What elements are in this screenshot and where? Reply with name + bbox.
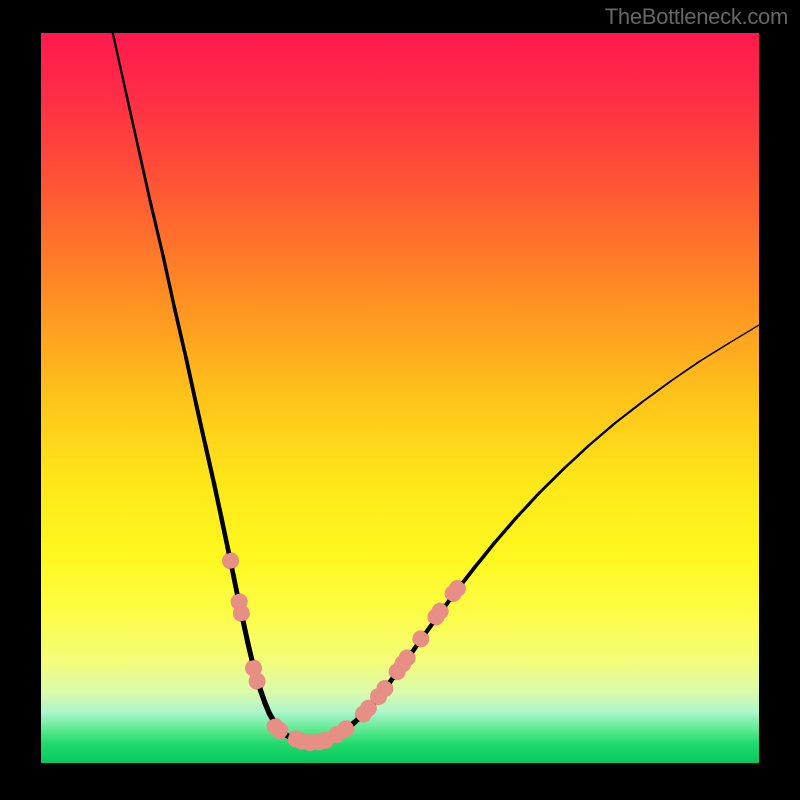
data-marker xyxy=(249,673,265,689)
data-marker xyxy=(399,650,415,666)
plot-svg xyxy=(41,33,759,763)
data-marker xyxy=(377,681,393,697)
chart-root: TheBottleneck.com xyxy=(0,0,800,800)
plot-area xyxy=(41,33,759,763)
data-marker xyxy=(223,553,239,569)
data-marker xyxy=(413,631,429,647)
data-marker xyxy=(234,606,250,622)
data-marker xyxy=(246,660,262,676)
data-marker xyxy=(272,723,288,739)
data-marker xyxy=(432,603,448,619)
data-marker xyxy=(450,581,466,597)
data-marker xyxy=(338,721,354,737)
watermark-text: TheBottleneck.com xyxy=(605,4,788,30)
